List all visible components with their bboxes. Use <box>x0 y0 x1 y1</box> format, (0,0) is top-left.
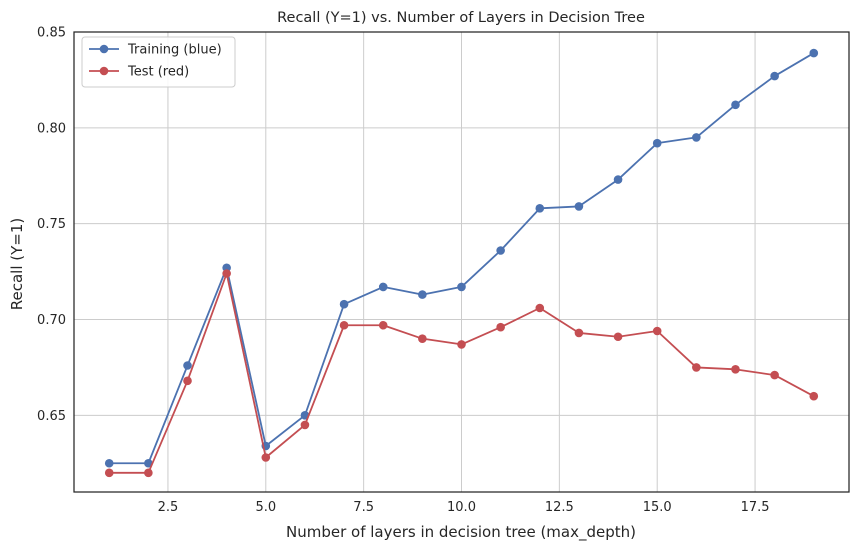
y-tick-label: 0.80 <box>37 121 66 136</box>
x-axis-title: Number of layers in decision tree (max_d… <box>286 523 636 542</box>
plot-frame <box>73 31 850 493</box>
data-point <box>183 361 192 370</box>
data-point <box>692 363 701 372</box>
y-tick-label: 0.65 <box>37 409 66 424</box>
data-point <box>535 204 545 213</box>
data-point <box>731 365 740 374</box>
data-point <box>574 202 584 211</box>
data-point <box>692 133 701 142</box>
x-tick-label: 5.0 <box>255 500 276 515</box>
y-tick-label: 0.85 <box>37 26 66 41</box>
x-tick-label: 2.5 <box>158 500 179 515</box>
data-point <box>652 326 662 336</box>
grid-lines <box>74 31 849 492</box>
data-point <box>770 71 779 81</box>
data-point <box>809 48 819 58</box>
legend-marker <box>99 66 109 76</box>
data-point <box>418 290 427 299</box>
data-point <box>222 269 231 278</box>
chart-title: Recall (Y=1) vs. Number of Layers in Dec… <box>277 10 645 26</box>
data-point <box>144 458 153 468</box>
data-point <box>613 332 623 342</box>
legend-box <box>81 36 236 88</box>
data-point <box>300 420 310 430</box>
data-point <box>574 328 584 338</box>
y-tick-label: 0.75 <box>37 217 66 232</box>
y-axis-title: Recall (Y=1) <box>8 218 26 311</box>
data-point <box>418 334 427 343</box>
y-tick-labels: 0.65 0.70 0.75 0.80 0.85 <box>37 26 66 424</box>
legend-label: Test (red) <box>127 65 189 80</box>
data-point <box>104 458 114 468</box>
x-tick-label: 17.5 <box>741 500 770 515</box>
x-tick-label: 12.5 <box>545 500 574 515</box>
data-point <box>104 468 114 478</box>
data-point <box>613 175 623 184</box>
y-tick-label: 0.70 <box>37 313 66 328</box>
series-test <box>104 269 819 478</box>
x-tick-labels: 2.5 5.0 7.5 10.0 12.5 15.0 17.5 <box>158 500 770 515</box>
data-point <box>183 376 192 386</box>
data-point <box>496 246 505 255</box>
x-tick-label: 15.0 <box>643 500 672 515</box>
data-point <box>144 468 153 478</box>
data-point <box>457 282 466 292</box>
data-point <box>339 299 349 309</box>
data-point <box>535 303 545 313</box>
series-layer <box>104 48 819 478</box>
data-point <box>731 100 740 110</box>
data-point <box>261 453 271 462</box>
data-point <box>378 282 388 292</box>
data-point <box>770 370 779 380</box>
data-point <box>496 322 505 332</box>
legend: Training (blue) Test (red) <box>81 36 236 88</box>
x-tick-label: 10.0 <box>447 500 476 515</box>
data-point <box>339 320 349 330</box>
x-tick-label: 7.5 <box>353 500 374 515</box>
data-point <box>652 138 662 148</box>
data-point <box>378 320 388 330</box>
legend-label: Training (blue) <box>127 43 222 58</box>
legend-marker <box>99 44 109 54</box>
data-point <box>457 340 466 349</box>
data-point <box>809 391 819 401</box>
